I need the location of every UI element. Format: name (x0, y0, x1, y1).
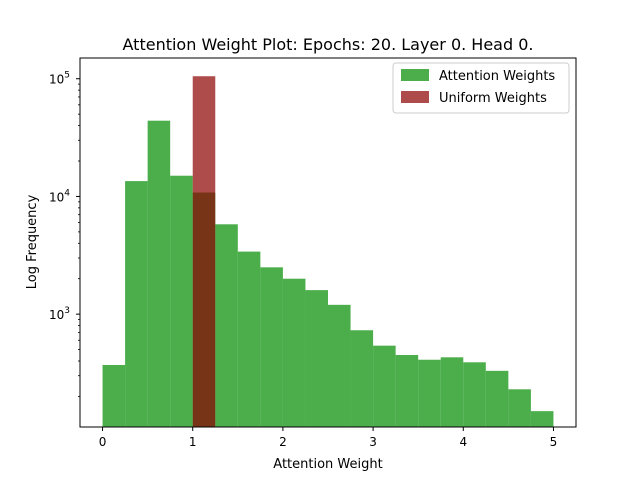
histogram-bar-series-0 (282, 278, 306, 427)
histogram-bar-series-0 (260, 267, 283, 427)
legend-label: Uniform Weights (439, 91, 547, 106)
y-tick-label: 104 (49, 188, 70, 204)
x-tick-label: 1 (189, 435, 197, 449)
histogram-bar-series-0 (463, 362, 486, 427)
y-tick-label: 103 (49, 306, 70, 322)
x-tick-label: 2 (279, 435, 287, 449)
histogram-bar-series-0 (395, 354, 419, 427)
histogram-bar-series-0 (237, 251, 261, 427)
x-tick-label: 4 (459, 435, 467, 449)
legend: Attention Weights Uniform Weights (392, 62, 570, 114)
histogram-bar-series-0 (170, 175, 193, 427)
legend-swatch (401, 91, 429, 103)
bars-layer (102, 76, 554, 428)
y-tick-label: 105 (49, 71, 70, 87)
x-tick-label: 3 (369, 435, 377, 449)
x-tick-label: 5 (550, 435, 558, 449)
histogram-bar-series-0 (373, 345, 396, 427)
legend-label: Attention Weights (439, 69, 555, 84)
histogram-bar-series-0 (350, 330, 374, 427)
histogram-bar-series-0 (328, 304, 351, 427)
plot-area-frame (79, 57, 577, 428)
histogram-bar-series-0 (147, 120, 171, 427)
y-axis-label: Log Frequency (25, 194, 40, 289)
histogram-bar-series-0 (485, 370, 509, 427)
x-tick-label: 0 (99, 435, 107, 449)
y-axis: 103 104 105 (49, 71, 80, 397)
histogram-bar-series-1 (192, 76, 216, 428)
histogram-bar-series-0 (508, 389, 531, 427)
legend-swatch (401, 69, 429, 81)
legend-box (392, 62, 570, 114)
x-axis: 0 1 2 3 4 5 (99, 427, 558, 449)
histogram-bar-series-0 (215, 224, 238, 427)
histogram-bar-series-0 (102, 364, 126, 427)
histogram-bar-series-0 (530, 411, 554, 427)
x-axis-label: Attention Weight (273, 457, 382, 472)
chart-title: Attention Weight Plot: Epochs: 20. Layer… (123, 35, 534, 54)
histogram-bar-series-0 (440, 357, 464, 427)
histogram-bar-series-0 (305, 290, 328, 427)
histogram-bar-series-0 (418, 359, 441, 427)
histogram-bar-series-0 (125, 181, 148, 427)
